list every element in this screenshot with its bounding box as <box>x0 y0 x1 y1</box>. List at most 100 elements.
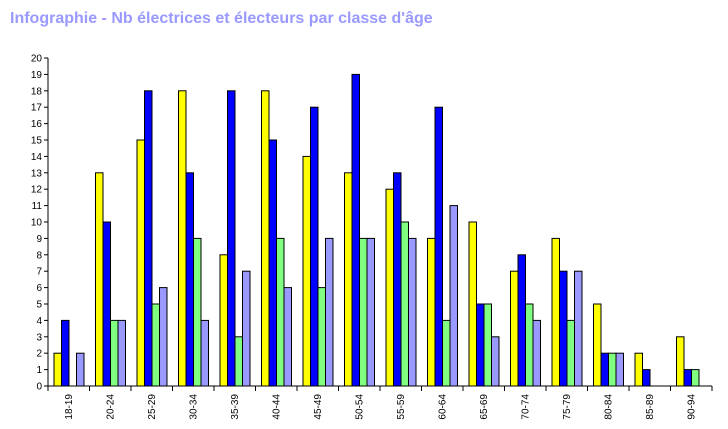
x-tick-label: 18-19 <box>64 394 75 420</box>
bar <box>102 221 111 387</box>
y-tick-label: 0 <box>36 382 42 393</box>
y-tick-label: 14 <box>31 152 43 163</box>
x-tick-label: 65-69 <box>479 394 490 420</box>
bar <box>559 270 568 387</box>
x-tick-label: 35-39 <box>230 394 241 420</box>
y-tick-label: 10 <box>31 218 43 229</box>
bar <box>242 270 251 387</box>
bar <box>185 172 194 387</box>
bar <box>683 369 692 387</box>
bar <box>385 188 394 387</box>
bar <box>642 369 651 387</box>
bar <box>634 352 643 387</box>
bar <box>136 139 145 387</box>
bar <box>593 303 602 387</box>
bar <box>234 336 243 387</box>
x-tick-label: 40-44 <box>271 394 282 420</box>
x-tick-label: 50-54 <box>354 394 365 420</box>
bar <box>359 237 368 387</box>
bar <box>144 90 153 387</box>
x-tick-label: 55-59 <box>396 394 407 420</box>
bar <box>400 221 409 387</box>
y-tick-label: 9 <box>36 234 42 245</box>
bar <box>325 237 334 387</box>
y-tick-label: 12 <box>31 185 43 196</box>
y-tick-label: 11 <box>32 201 43 212</box>
bar <box>615 352 624 387</box>
bar <box>434 106 443 387</box>
y-tick-label: 2 <box>36 349 42 360</box>
bar <box>110 319 119 387</box>
bar <box>283 287 292 387</box>
bar <box>468 221 477 387</box>
y-tick-label: 20 <box>31 54 43 65</box>
y-tick-label: 3 <box>36 332 42 343</box>
bar <box>61 319 70 387</box>
bar <box>76 352 85 387</box>
bar <box>551 237 560 387</box>
y-tick-label: 13 <box>31 168 43 179</box>
x-tick-label: 75-79 <box>562 394 573 420</box>
bar <box>449 205 458 387</box>
bar <box>276 237 285 387</box>
bar <box>491 336 500 387</box>
bar <box>219 254 228 387</box>
bar <box>310 106 319 387</box>
x-axis: 18-19 20-24 25-29 30-34 35-39 40-44 45-49 50-54… <box>47 385 713 420</box>
x-tick-label: 30-34 <box>188 394 199 420</box>
bar <box>366 237 375 387</box>
y-tick-label: 17 <box>31 103 43 114</box>
x-tick-label: 90-94 <box>686 394 697 420</box>
bar <box>227 90 236 387</box>
bar <box>427 237 436 387</box>
bar <box>200 319 209 387</box>
bar <box>193 237 202 387</box>
y-tick-label: 15 <box>31 136 43 147</box>
bar <box>483 303 492 387</box>
y-tick-label: 18 <box>31 86 43 97</box>
bar <box>344 172 353 387</box>
bar <box>600 352 609 387</box>
bars <box>53 73 700 387</box>
bar <box>393 172 402 387</box>
bar <box>532 319 541 387</box>
bar <box>442 319 451 387</box>
bar <box>53 352 62 387</box>
y-tick-label: 7 <box>36 267 42 278</box>
bar <box>676 336 685 387</box>
y-tick-label: 8 <box>36 250 42 261</box>
bar <box>317 287 326 387</box>
y-tick-label: 16 <box>31 119 43 130</box>
x-tick-label: 60-64 <box>437 394 448 420</box>
bar <box>351 73 360 387</box>
y-tick-label: 1 <box>36 365 42 376</box>
bar <box>476 303 485 387</box>
bar <box>574 270 583 387</box>
bar <box>268 139 277 387</box>
bar <box>525 303 534 387</box>
chart-title: Infographie - Nb électrices et électeurs… <box>10 10 433 27</box>
y-tick-label: 6 <box>36 283 42 294</box>
bar <box>151 303 160 387</box>
bar <box>510 270 519 387</box>
x-tick-label: 20-24 <box>105 394 116 420</box>
bar <box>608 352 617 387</box>
bar <box>566 319 575 387</box>
y-tick-label: 4 <box>36 316 42 327</box>
bar <box>117 319 126 387</box>
bar <box>302 155 311 387</box>
x-tick-label: 45-49 <box>313 394 324 420</box>
y-tick-label: 19 <box>31 70 43 81</box>
x-tick-label: 70-74 <box>520 394 531 420</box>
x-tick-label: 80-84 <box>603 394 614 420</box>
bar <box>261 90 270 387</box>
bar <box>408 237 417 387</box>
bar <box>159 287 168 387</box>
bar <box>178 90 187 387</box>
bar <box>517 254 526 387</box>
bar <box>95 172 104 387</box>
bar <box>691 369 700 387</box>
y-tick-label: 5 <box>36 300 42 311</box>
